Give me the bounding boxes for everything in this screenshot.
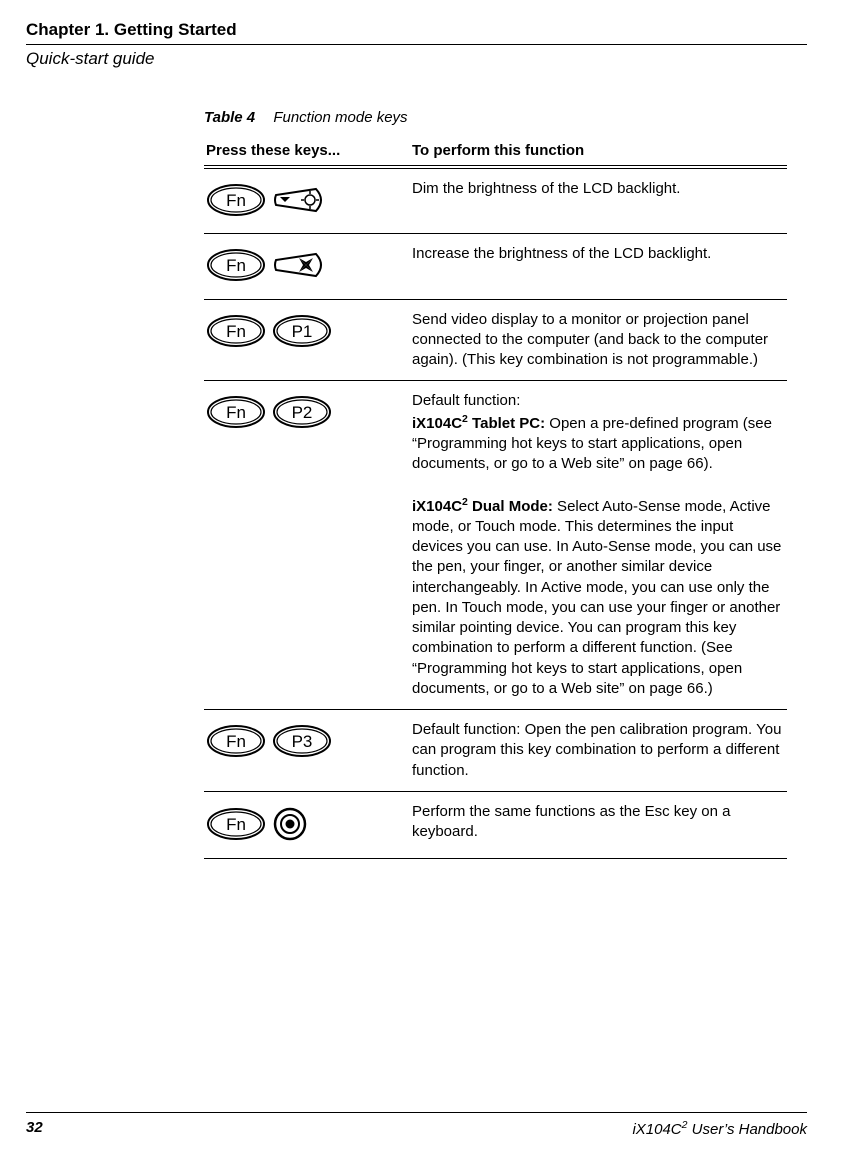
page-footer: 32 iX104C2 User’s Handbook (26, 1112, 807, 1138)
table-row: Fn Increase the brightness of the LCD ba… (204, 234, 787, 299)
page: Chapter 1. Getting Started Quick-start g… (0, 0, 847, 1154)
function-description-cell: Perform the same functions as the Esc ke… (410, 791, 787, 858)
table-row: Fn P1 Send video display to a monitor or… (204, 299, 787, 381)
fn-key-icon: Fn (206, 314, 266, 354)
key-combination-cell: Fn (204, 167, 410, 234)
function-description-cell: Dim the brightness of the LCD backlight. (410, 167, 787, 234)
function-description-cell: Increase the brightness of the LCD backl… (410, 234, 787, 299)
table-row: Fn Dim the brightness of the LCD backlig… (204, 167, 787, 234)
table-row: Fn P3 Default function: Open the pen cal… (204, 710, 787, 792)
table-row: Fn Perform the same functions as the Esc… (204, 791, 787, 858)
second-key-icon: P1 (272, 314, 332, 354)
key-combination-cell: Fn P1 (204, 299, 410, 381)
book-title: iX104C2 User’s Handbook (632, 1119, 807, 1138)
table-header-keys: Press these keys... (204, 136, 410, 167)
second-key-icon: P3 (272, 724, 332, 764)
svg-text:Fn: Fn (226, 256, 246, 275)
key-combination-cell: Fn (204, 234, 410, 299)
fn-key-icon: Fn (206, 395, 266, 435)
second-key-icon (272, 183, 328, 223)
fn-key-icon: Fn (206, 248, 266, 288)
section-subhead: Quick-start guide (26, 49, 807, 69)
svg-text:Fn: Fn (226, 815, 246, 834)
fn-key-icon: Fn (206, 807, 266, 847)
fn-key-icon: Fn (206, 183, 266, 223)
table-description: Function mode keys (273, 109, 407, 126)
key-combination-cell: Fn P3 (204, 710, 410, 792)
table-row: Fn P2 Default function:iX104C2 Tablet PC… (204, 381, 787, 710)
content-area: Table 4 Function mode keys Press these k… (204, 109, 787, 859)
key-combination-cell: Fn (204, 791, 410, 858)
svg-text:Fn: Fn (226, 732, 246, 751)
svg-text:P3: P3 (292, 732, 313, 751)
chapter-title: Chapter 1. Getting Started (26, 20, 807, 40)
function-description-cell: Default function:iX104C2 Tablet PC: Open… (410, 381, 787, 710)
svg-text:P1: P1 (292, 322, 313, 341)
table-body: Fn Dim the brightness of the LCD backlig… (204, 167, 787, 859)
table-caption: Table 4 Function mode keys (204, 109, 787, 126)
function-description-cell: Send video display to a monitor or proje… (410, 299, 787, 381)
header-rule (26, 44, 807, 45)
second-key-icon (272, 806, 308, 848)
fn-key-icon: Fn (206, 724, 266, 764)
table-label: Table 4 (204, 109, 255, 126)
key-combination-cell: Fn P2 (204, 381, 410, 710)
page-number: 32 (26, 1119, 43, 1138)
svg-text:Fn: Fn (226, 322, 246, 341)
function-description-cell: Default function: Open the pen calibrati… (410, 710, 787, 792)
svg-text:Fn: Fn (226, 403, 246, 422)
svg-text:Fn: Fn (226, 191, 246, 210)
svg-text:P2: P2 (292, 403, 313, 422)
second-key-icon (272, 248, 328, 288)
function-keys-table: Press these keys... To perform this func… (204, 136, 787, 859)
second-key-icon: P2 (272, 395, 332, 435)
table-header-function: To perform this function (410, 136, 787, 167)
